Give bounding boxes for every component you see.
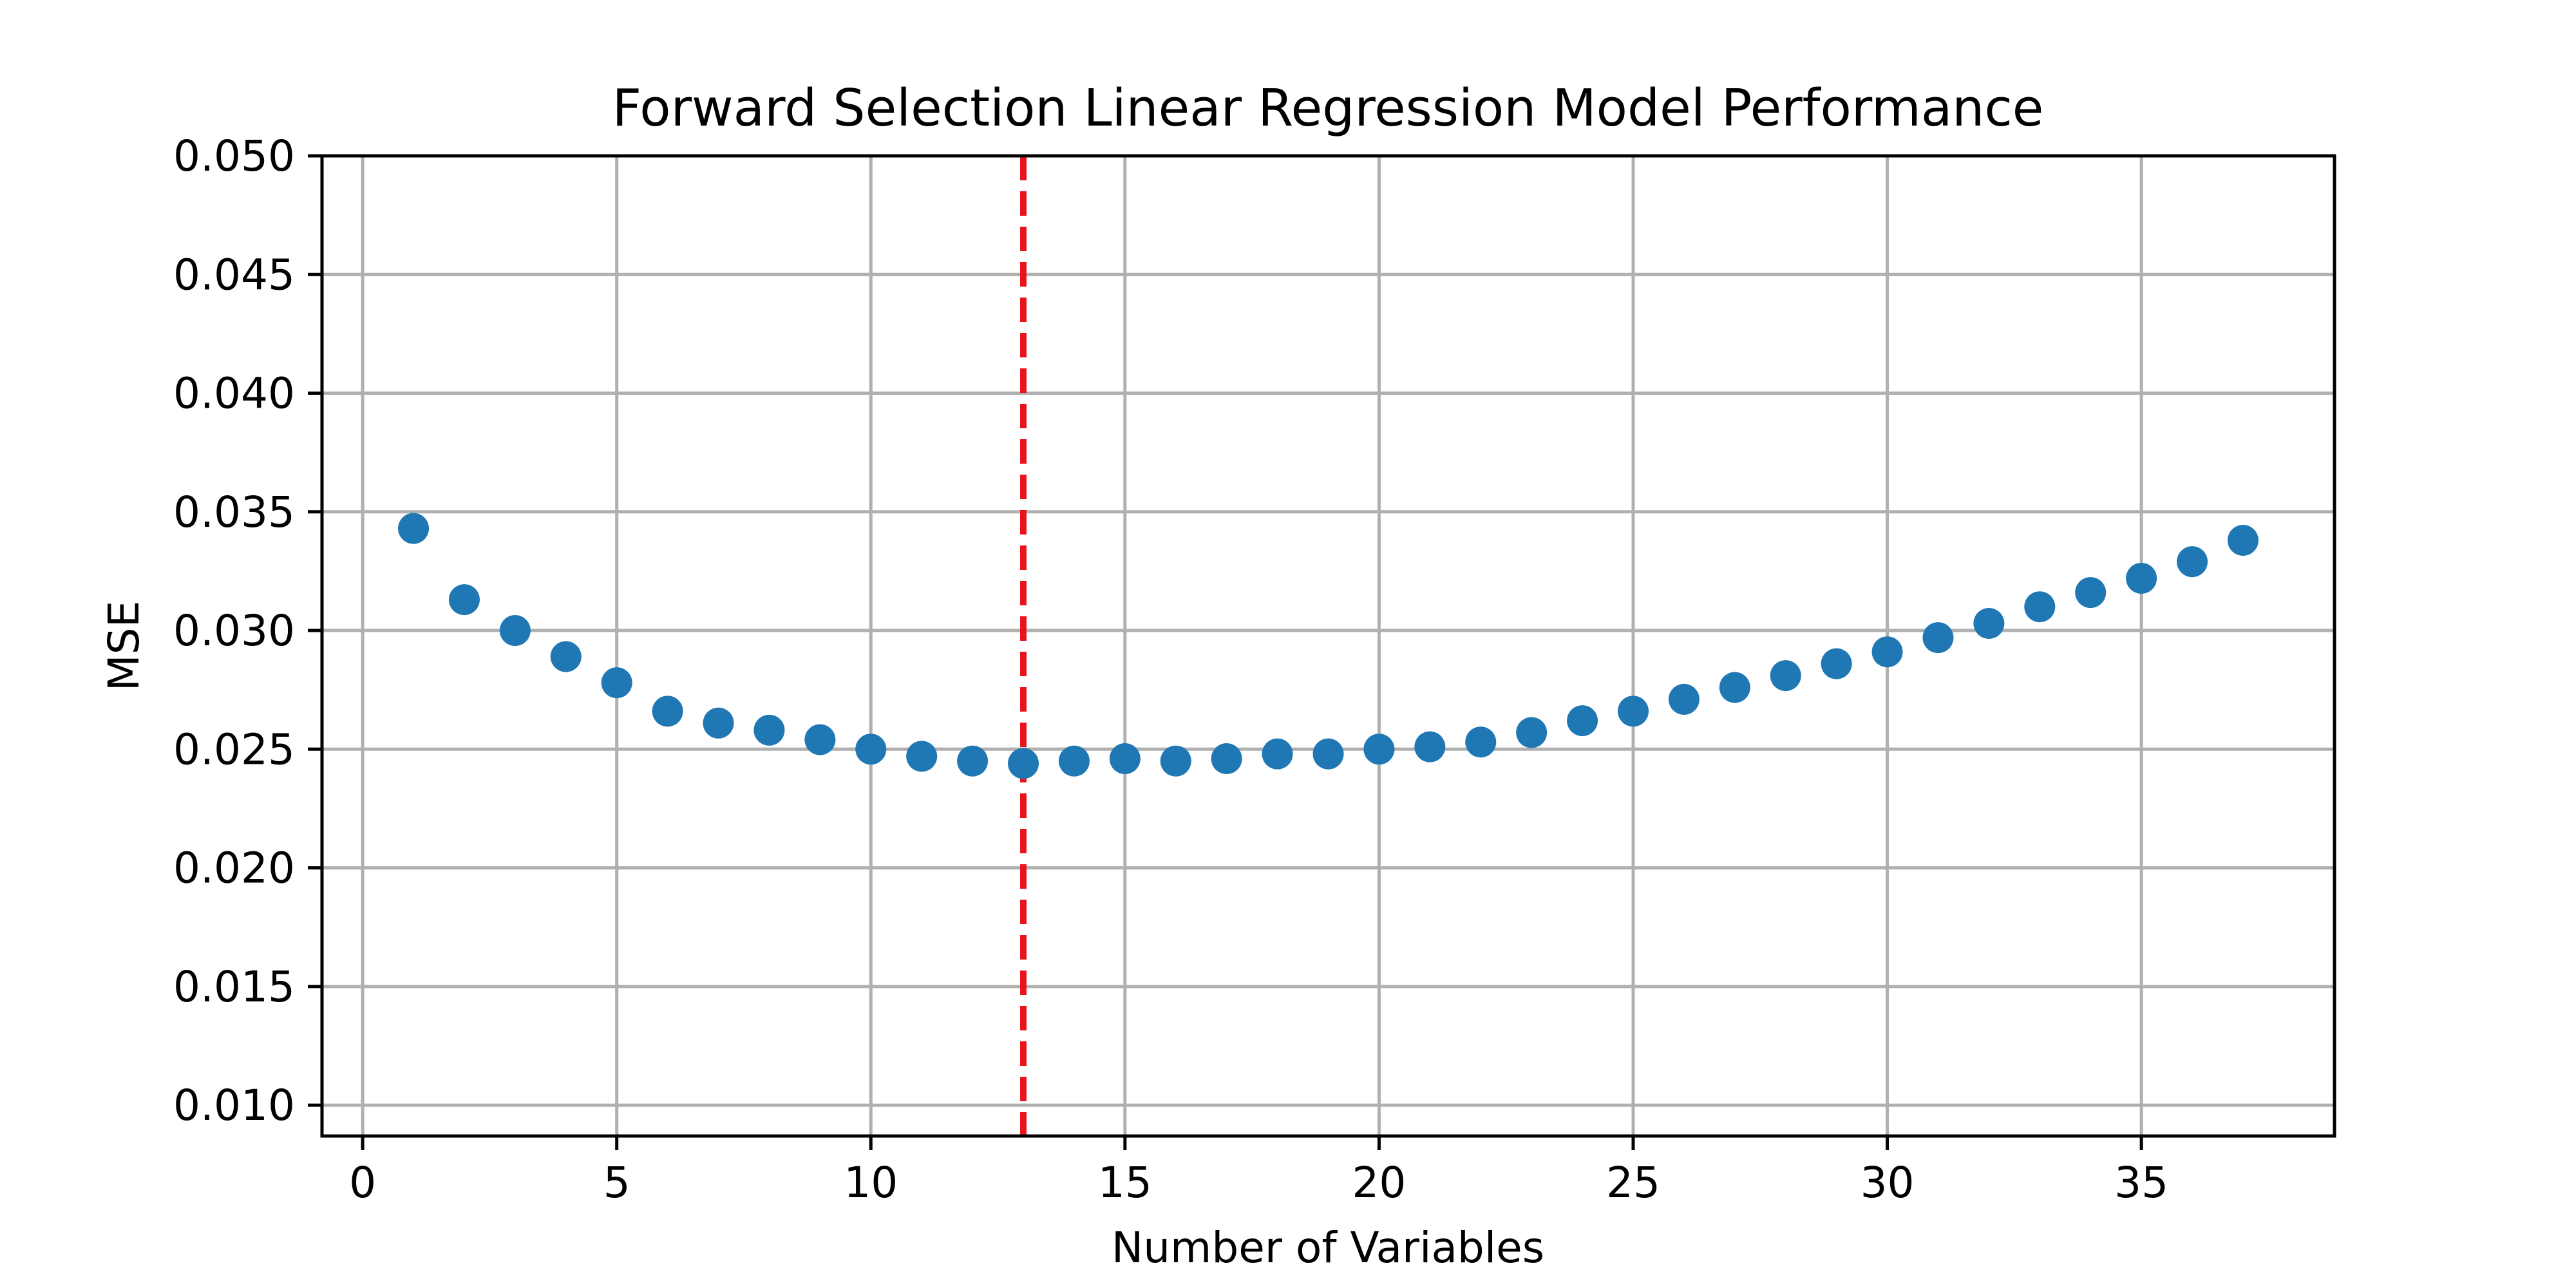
data-point xyxy=(1770,660,1801,692)
scatter-series xyxy=(398,513,2259,779)
data-point xyxy=(550,641,582,672)
data-point xyxy=(2126,562,2157,594)
data-point xyxy=(1973,607,2005,639)
x-axis-label: Number of Variables xyxy=(1112,1223,1544,1273)
data-point xyxy=(1160,745,1191,777)
data-point xyxy=(855,734,887,765)
data-point xyxy=(2227,525,2259,556)
data-point xyxy=(1008,748,1039,779)
data-point xyxy=(703,707,734,739)
data-point xyxy=(2075,577,2107,609)
x-tick-label: 25 xyxy=(1606,1158,1660,1208)
data-point xyxy=(398,513,430,544)
y-tick-label: 0.025 xyxy=(173,724,295,774)
data-point xyxy=(1058,745,1090,777)
data-point xyxy=(2177,546,2208,578)
y-tick-label: 0.030 xyxy=(173,606,295,656)
data-point xyxy=(1617,696,1649,727)
x-axis-ticks: 0 5 10 15 20 25 30 35 xyxy=(349,1136,2168,1208)
data-point xyxy=(1567,705,1598,737)
data-point xyxy=(601,667,632,699)
x-tick-label: 30 xyxy=(1861,1158,1915,1208)
data-point xyxy=(1922,622,1954,654)
data-point xyxy=(906,741,938,772)
y-tick-label: 0.050 xyxy=(173,131,295,181)
data-point xyxy=(499,615,531,647)
data-point xyxy=(2024,591,2056,623)
data-point xyxy=(652,696,683,727)
data-point xyxy=(1719,672,1750,703)
data-point xyxy=(1211,743,1242,775)
y-tick-label: 0.045 xyxy=(173,250,295,299)
y-tick-label: 0.010 xyxy=(173,1081,295,1130)
y-axis-ticks: 0.010 0.015 0.020 0.025 0.030 0.035 0.040 0.045… xyxy=(173,131,322,1130)
data-point xyxy=(957,745,989,777)
y-tick-label: 0.020 xyxy=(173,844,295,893)
y-axis-label: MSE xyxy=(99,601,149,692)
y-tick-label: 0.040 xyxy=(173,369,295,419)
data-point xyxy=(1312,738,1344,770)
data-point xyxy=(1821,648,1852,679)
x-tick-label: 5 xyxy=(603,1158,630,1208)
data-point xyxy=(1871,636,1903,668)
data-point xyxy=(804,724,836,755)
y-tick-label: 0.035 xyxy=(173,488,295,537)
y-tick-label: 0.015 xyxy=(173,962,295,1012)
data-point xyxy=(1414,731,1446,762)
chart-title: Forward Selection Linear Regression Mode… xyxy=(612,79,2044,138)
data-point xyxy=(1465,726,1497,758)
data-point xyxy=(1363,734,1395,765)
x-tick-label: 20 xyxy=(1352,1158,1406,1208)
x-tick-label: 10 xyxy=(844,1158,898,1208)
data-point xyxy=(448,584,480,616)
x-tick-label: 35 xyxy=(2114,1158,2168,1208)
data-point xyxy=(1668,683,1700,715)
data-point xyxy=(1262,738,1293,770)
plot-frame xyxy=(320,154,2336,1138)
grid xyxy=(322,154,2334,1136)
data-point xyxy=(1516,717,1548,748)
x-tick-label: 0 xyxy=(349,1158,376,1208)
x-tick-label: 15 xyxy=(1098,1158,1152,1208)
data-point xyxy=(753,714,785,746)
data-point xyxy=(1109,743,1141,775)
